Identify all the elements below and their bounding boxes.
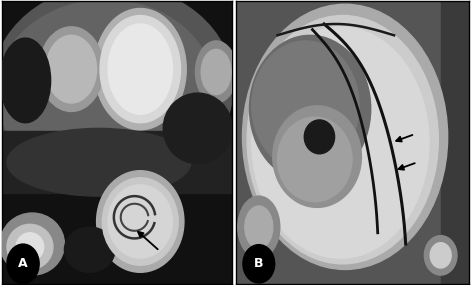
Ellipse shape [273, 106, 361, 207]
Ellipse shape [245, 206, 273, 248]
Ellipse shape [39, 27, 104, 111]
Ellipse shape [100, 15, 180, 123]
Ellipse shape [243, 4, 447, 269]
Bar [2, 131, 232, 193]
Ellipse shape [108, 185, 172, 258]
Circle shape [243, 245, 275, 283]
Ellipse shape [163, 93, 232, 164]
Ellipse shape [430, 243, 451, 268]
Ellipse shape [238, 196, 280, 258]
Ellipse shape [0, 0, 233, 188]
Circle shape [7, 244, 39, 284]
Ellipse shape [94, 9, 186, 130]
Ellipse shape [304, 120, 334, 154]
Ellipse shape [277, 117, 352, 202]
Ellipse shape [102, 178, 178, 265]
Ellipse shape [0, 213, 65, 275]
Text: B: B [254, 257, 264, 270]
Ellipse shape [65, 227, 115, 272]
Ellipse shape [97, 171, 184, 272]
Ellipse shape [250, 35, 371, 182]
Ellipse shape [108, 24, 172, 114]
Ellipse shape [0, 38, 50, 123]
Bar [441, 1, 469, 284]
Ellipse shape [46, 35, 97, 103]
Ellipse shape [0, 0, 215, 184]
Ellipse shape [195, 41, 237, 103]
Ellipse shape [252, 41, 359, 171]
Ellipse shape [252, 27, 429, 258]
Ellipse shape [201, 49, 231, 95]
Ellipse shape [7, 128, 191, 196]
Text: A: A [18, 257, 28, 270]
Ellipse shape [424, 236, 457, 275]
Ellipse shape [247, 16, 439, 264]
Ellipse shape [7, 224, 53, 270]
Ellipse shape [16, 233, 44, 261]
